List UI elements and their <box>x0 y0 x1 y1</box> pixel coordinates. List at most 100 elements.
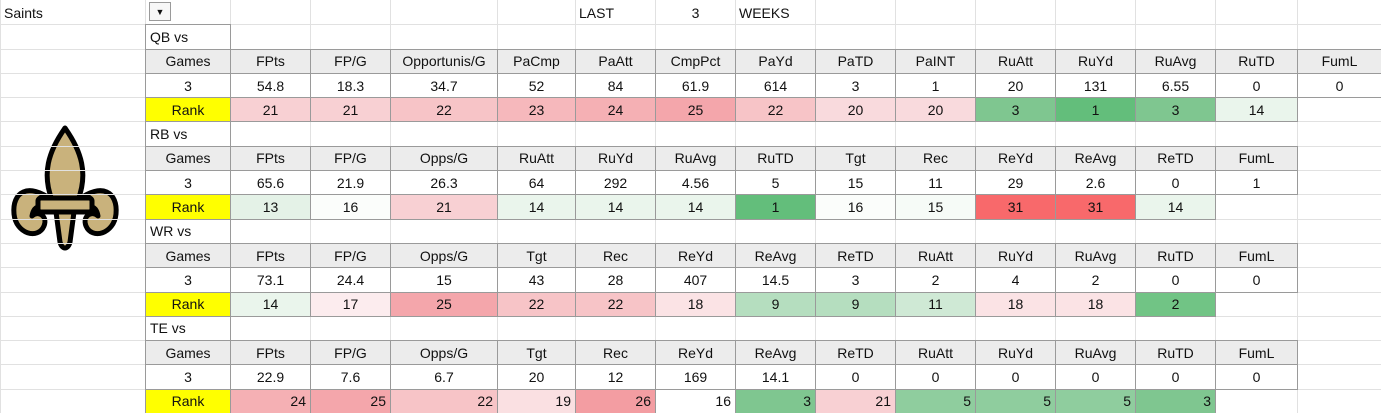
stat-value: 407 <box>655 267 736 293</box>
column-header: FPts <box>230 145 311 172</box>
rank-value: 18 <box>975 291 1056 317</box>
column-header: ReTD <box>1135 145 1216 172</box>
rank-value: 21 <box>230 97 311 123</box>
rank-label: Rank <box>145 97 231 123</box>
stat-value: 21.9 <box>310 170 391 196</box>
column-header: ReYd <box>655 242 736 269</box>
filter-dropdown[interactable]: ▼ <box>149 2 171 21</box>
column-header: RuTD <box>1135 242 1216 269</box>
column-header: Rec <box>575 340 656 366</box>
rank-value: 5 <box>895 388 976 413</box>
stat-value: 3 <box>145 72 231 99</box>
rank-value: 14 <box>1135 194 1216 220</box>
stat-value: 26.3 <box>390 170 498 196</box>
stat-value: 3 <box>145 267 231 293</box>
stat-value: 64 <box>497 170 576 196</box>
column-header: Games <box>145 145 231 172</box>
column-header: Rec <box>895 145 976 172</box>
stat-value: 22.9 <box>230 364 311 390</box>
rank-label: Rank <box>145 194 231 220</box>
rank-value: 20 <box>895 97 976 123</box>
stat-value: 61.9 <box>655 72 736 99</box>
stat-value: 18.3 <box>310 72 391 99</box>
stat-value: 3 <box>815 72 896 99</box>
gridline <box>1297 0 1298 413</box>
stat-value: 3 <box>145 170 231 196</box>
period-unit: WEEKS <box>739 4 790 21</box>
stat-value: 0 <box>975 364 1056 390</box>
column-header: ReYd <box>655 340 736 366</box>
column-header: FumL <box>1215 340 1298 366</box>
rank-value: 14 <box>230 291 311 317</box>
section-label: RB vs <box>145 121 231 147</box>
column-header: Games <box>145 48 231 74</box>
rank-value: 1 <box>1055 97 1136 123</box>
team-name: Saints <box>4 4 43 21</box>
column-header: RuYd <box>575 145 656 172</box>
stat-value: 4.56 <box>655 170 736 196</box>
stat-value: 29 <box>975 170 1056 196</box>
rank-value: 5 <box>975 388 1056 413</box>
stat-value: 169 <box>655 364 736 390</box>
rank-value: 21 <box>390 194 498 220</box>
rank-value: 3 <box>735 388 816 413</box>
stat-value: 28 <box>575 267 656 293</box>
stat-value: 131 <box>1055 72 1136 99</box>
column-header: RuYd <box>975 340 1056 366</box>
stat-value: 5 <box>735 170 816 196</box>
rank-value: 17 <box>310 291 391 317</box>
column-header: Tgt <box>497 340 576 366</box>
rank-value: 16 <box>815 194 896 220</box>
column-header: FP/G <box>310 242 391 269</box>
stat-value: 43 <box>497 267 576 293</box>
column-header: RuAtt <box>975 48 1056 74</box>
column-header: RuAvg <box>1055 340 1136 366</box>
rank-value: 5 <box>1055 388 1136 413</box>
rank-value: 14 <box>575 194 656 220</box>
rank-value: 20 <box>815 97 896 123</box>
column-header: ReAvg <box>735 340 816 366</box>
column-header: ReAvg <box>735 242 816 269</box>
column-header: PaYd <box>735 48 816 74</box>
stat-value: 0 <box>1215 267 1298 293</box>
section-label: QB vs <box>145 24 231 50</box>
column-header: RuAvg <box>1135 48 1216 74</box>
rank-value: 22 <box>735 97 816 123</box>
stat-value: 0 <box>1215 72 1298 99</box>
rank-value: 23 <box>497 97 576 123</box>
rank-value: 18 <box>655 291 736 317</box>
stat-value: 614 <box>735 72 816 99</box>
rank-value: 25 <box>390 291 498 317</box>
stat-value: 2 <box>1055 267 1136 293</box>
column-header: FPts <box>230 242 311 269</box>
rank-label: Rank <box>145 388 231 413</box>
rank-value: 22 <box>497 291 576 317</box>
column-header: CmpPct <box>655 48 736 74</box>
column-header: ReTD <box>815 242 896 269</box>
stat-value: 65.6 <box>230 170 311 196</box>
rank-value: 22 <box>575 291 656 317</box>
column-header: FP/G <box>310 145 391 172</box>
column-header: RuTD <box>1135 340 1216 366</box>
stat-value: 0 <box>1135 267 1216 293</box>
stat-value: 52 <box>497 72 576 99</box>
stat-value: 0 <box>1135 364 1216 390</box>
column-header: Opps/G <box>390 145 498 172</box>
stat-value: 292 <box>575 170 656 196</box>
stat-value: 0 <box>1215 364 1298 390</box>
stat-value: 0 <box>815 364 896 390</box>
rank-value: 14 <box>655 194 736 220</box>
rank-value: 9 <box>735 291 816 317</box>
column-header: PaCmp <box>497 48 576 74</box>
stat-value: 6.55 <box>1135 72 1216 99</box>
rank-value: 1 <box>735 194 816 220</box>
rank-value: 26 <box>575 388 656 413</box>
stat-value: 0 <box>1297 72 1381 99</box>
rank-value: 13 <box>230 194 311 220</box>
rank-value: 21 <box>815 388 896 413</box>
column-header: RuAvg <box>655 145 736 172</box>
rank-label: Rank <box>145 291 231 317</box>
rank-value: 31 <box>975 194 1056 220</box>
rank-value: 25 <box>655 97 736 123</box>
